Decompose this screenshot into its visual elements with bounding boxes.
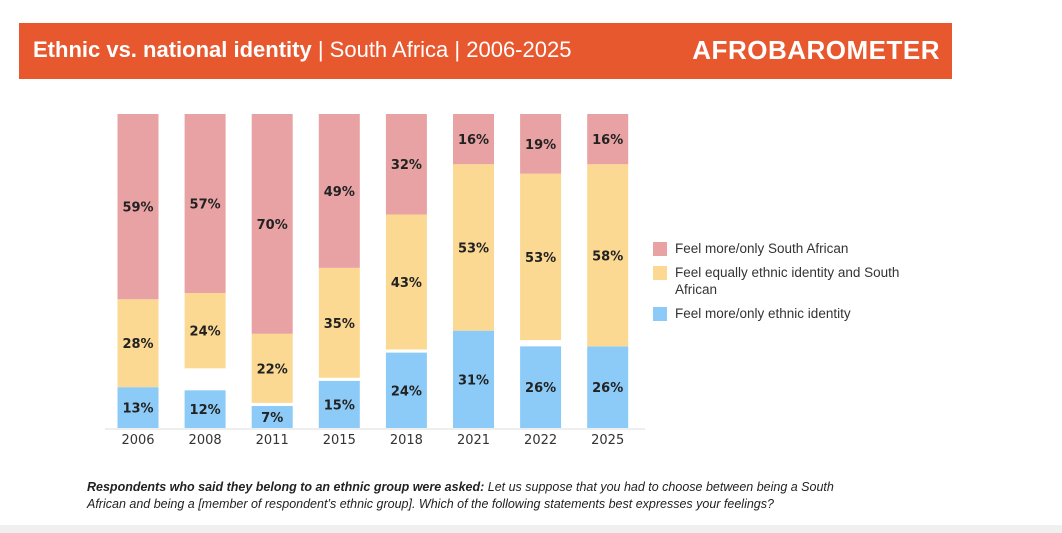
header-banner: Ethnic vs. national identity | South Afr… (19, 23, 952, 79)
x-tick-label: 2022 (524, 433, 557, 448)
data-label: 7% (261, 411, 283, 426)
x-tick-label: 2015 (323, 433, 356, 448)
bar-segment (318, 114, 360, 268)
data-label: 35% (324, 317, 355, 332)
legend-item: Feel more/only ethnic identity (653, 305, 915, 322)
data-label: 12% (190, 403, 221, 418)
data-label: 22% (257, 362, 288, 377)
bar-segment (587, 346, 629, 428)
legend-swatch (653, 307, 667, 321)
bar-segment (520, 346, 562, 428)
bar-segment (587, 114, 629, 165)
note-bold: Respondents who said they belong to an e… (87, 480, 485, 494)
x-tick-label: 2021 (457, 433, 490, 448)
data-label: 53% (525, 251, 556, 266)
legend-label: Feel more/only ethnic identity (675, 306, 851, 321)
data-label: 26% (592, 381, 623, 396)
data-label: 32% (391, 158, 422, 173)
data-label: 24% (391, 384, 422, 399)
data-label: 26% (525, 381, 556, 396)
data-label: 49% (324, 185, 355, 200)
title-bold: Ethnic vs. national identity (33, 37, 312, 62)
data-label: 15% (324, 398, 355, 413)
bar-segment (184, 114, 226, 293)
bar-segment (453, 330, 494, 428)
legend-label: Feel more/only South African (675, 241, 849, 256)
bar-segment (318, 267, 360, 378)
data-label: 59% (122, 201, 153, 216)
bar-segment (453, 164, 494, 331)
bar-segment (184, 292, 226, 369)
bar-segment (318, 380, 360, 428)
bar-segment (520, 114, 562, 174)
bar-segment (587, 164, 629, 347)
data-label: 53% (458, 241, 489, 256)
title-subtitle: | South Africa | 2006-2025 (317, 37, 572, 62)
data-label: 58% (592, 249, 623, 264)
data-label: 28% (122, 337, 153, 352)
legend-item: Feel equally ethnic identity and South A… (653, 264, 915, 298)
x-tick-label: 2006 (121, 433, 154, 448)
bar-segment (251, 406, 293, 428)
bar-segment (453, 114, 494, 165)
bar-segment (520, 173, 562, 341)
data-label: 43% (391, 276, 422, 291)
data-label: 19% (525, 138, 556, 153)
bar-segment (117, 114, 159, 300)
note-text: Let us suppose that you had to choose be… (87, 480, 834, 511)
question-note: Respondents who said they belong to an e… (87, 479, 847, 513)
bar-segment (184, 390, 226, 428)
bar-segment (385, 352, 427, 428)
data-label: 24% (190, 325, 221, 340)
x-tick-label: 2011 (256, 433, 289, 448)
legend-label: Feel equally ethnic identity and South A… (675, 265, 900, 297)
bar-segment (251, 114, 293, 334)
legend: Feel more/only South African Feel equally… (653, 240, 915, 329)
x-tick-label: 2018 (390, 433, 423, 448)
bar-segment (251, 333, 293, 403)
data-label: 57% (190, 197, 221, 212)
x-tick-label: 2025 (591, 433, 624, 448)
data-label: 31% (458, 373, 489, 388)
data-label: 16% (592, 133, 623, 148)
chart-title: Ethnic vs. national identity | South Afr… (33, 37, 571, 63)
data-label: 16% (458, 133, 489, 148)
legend-item: Feel more/only South African (653, 240, 915, 257)
legend-swatch (653, 266, 667, 280)
afrobarometer-logo: AFROBAROMETER (692, 35, 940, 65)
bottom-bar (0, 525, 1062, 533)
bar-segment (385, 214, 427, 350)
bar-segment (117, 387, 159, 428)
data-label: 70% (257, 218, 288, 233)
data-label: 13% (122, 402, 153, 417)
bar-segment (385, 114, 427, 215)
bar-segment (117, 299, 159, 388)
legend-swatch (653, 242, 667, 256)
x-tick-label: 2008 (189, 433, 222, 448)
